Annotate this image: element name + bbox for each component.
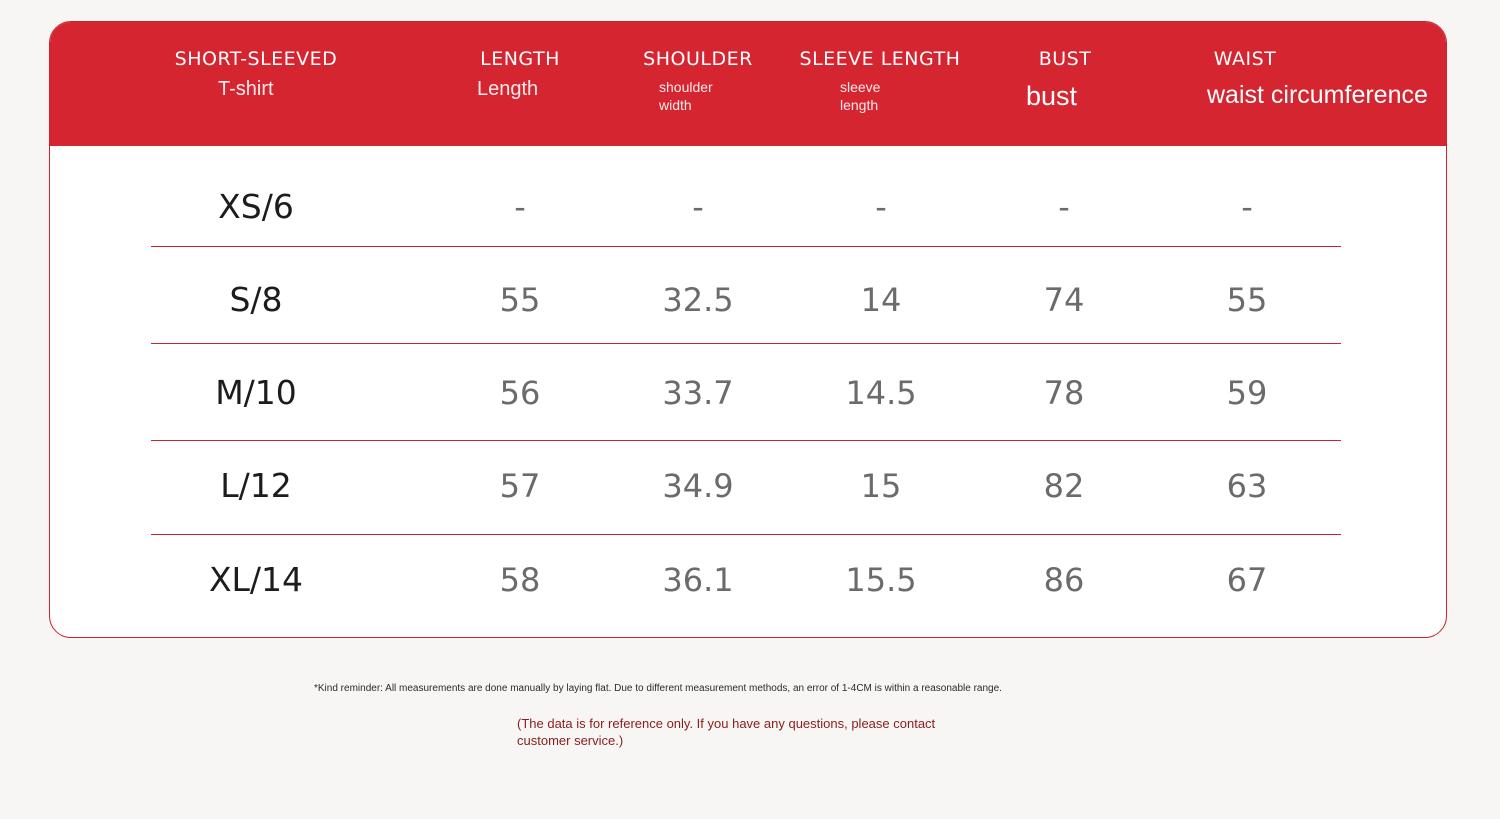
- header-title: LENGTH: [480, 48, 560, 70]
- waist-value: 63: [1226, 467, 1268, 505]
- size-chart-header: SHORT-SLEEVED T-shirt LENGTH Length SHOU…: [50, 22, 1446, 146]
- header-title: BUST: [1038, 48, 1092, 70]
- table-row: XS/6 - - - - -: [50, 177, 1446, 237]
- sleeve-length-value: 14: [860, 281, 902, 319]
- measurement-reminder: *Kind reminder: All measurements are don…: [314, 683, 1002, 694]
- header-subtitle: shoulder width: [659, 79, 713, 113]
- shoulder-value: 33.7: [662, 374, 734, 412]
- header-col-length: LENGTH Length: [455, 22, 585, 146]
- header-col-waist: WAIST waist circumference: [1185, 22, 1428, 146]
- header-col-sleeve-length: SLEEVE LENGTH sleeve length: [790, 22, 970, 146]
- shoulder-value: -: [692, 188, 704, 226]
- bust-value: -: [1058, 188, 1070, 226]
- shoulder-value: 32.5: [662, 281, 734, 319]
- sleeve-length-value: 15: [860, 467, 902, 505]
- bust-value: 82: [1043, 467, 1085, 505]
- row-divider: [151, 343, 1341, 344]
- shoulder-value: 34.9: [662, 467, 734, 505]
- bust-value: 74: [1043, 281, 1085, 319]
- row-divider: [151, 246, 1341, 247]
- waist-value: 59: [1226, 374, 1268, 412]
- length-value: 58: [499, 561, 541, 599]
- table-row: S/8 55 32.5 14 74 55: [50, 270, 1446, 330]
- size-label: S/8: [229, 280, 283, 319]
- table-row: M/10 56 33.7 14.5 78 59: [50, 363, 1446, 423]
- header-title: WAIST: [1213, 48, 1277, 70]
- size-label: XL/14: [208, 560, 304, 599]
- sleeve-length-value: -: [875, 188, 887, 226]
- header-subtitle: bust: [1026, 81, 1078, 111]
- size-label: L/12: [220, 466, 292, 505]
- sleeve-length-value: 14.5: [845, 374, 917, 412]
- bust-value: 78: [1043, 374, 1085, 412]
- length-value: 57: [499, 467, 541, 505]
- size-label: XS/6: [218, 187, 294, 226]
- row-divider: [151, 534, 1341, 535]
- length-value: 56: [499, 374, 541, 412]
- header-title: SLEEVE LENGTH: [799, 48, 961, 70]
- contact-note: (The data is for reference only. If you …: [517, 716, 936, 748]
- header-subtitle: T-shirt: [218, 78, 274, 100]
- bust-value: 86: [1043, 561, 1085, 599]
- waist-value: 67: [1226, 561, 1268, 599]
- length-value: 55: [499, 281, 541, 319]
- header-col-shoulder: SHOULDER shoulder width: [633, 22, 763, 146]
- sleeve-length-value: 15.5: [845, 561, 917, 599]
- table-row: XL/14 58 36.1 15.5 86 67: [50, 550, 1446, 610]
- header-col-garment: SHORT-SLEEVED T-shirt: [156, 22, 356, 146]
- header-title: SHORT-SLEEVED: [174, 48, 338, 70]
- shoulder-value: 36.1: [662, 561, 734, 599]
- waist-value: 55: [1226, 281, 1268, 319]
- header-subtitle: sleeve length: [840, 79, 881, 113]
- header-subtitle: Length: [477, 78, 539, 100]
- size-chart-card: SHORT-SLEEVED T-shirt LENGTH Length SHOU…: [49, 21, 1447, 638]
- header-subtitle: waist circumference: [1207, 81, 1428, 109]
- size-label: M/10: [215, 373, 297, 412]
- row-divider: [151, 440, 1341, 441]
- waist-value: -: [1241, 188, 1253, 226]
- table-row: L/12 57 34.9 15 82 63: [50, 456, 1446, 516]
- header-col-bust: BUST bust: [1005, 22, 1125, 146]
- length-value: -: [514, 188, 526, 226]
- header-title: SHOULDER: [643, 48, 753, 70]
